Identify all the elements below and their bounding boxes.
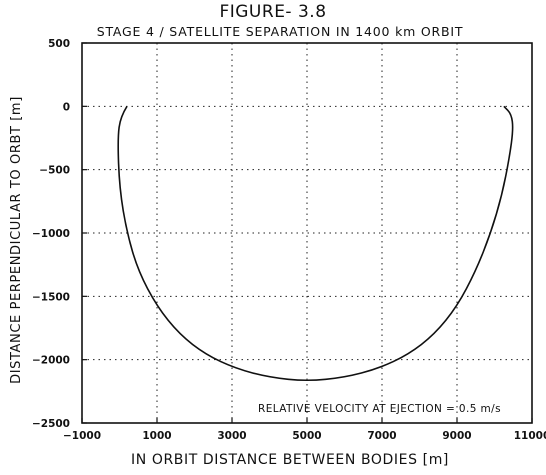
x-tick-label: 7000 bbox=[367, 430, 396, 442]
x-axis-label: IN ORBIT DISTANCE BETWEEN BODIES [m] bbox=[130, 452, 449, 468]
annotation-text: RELATIVE VELOCITY AT EJECTION = 0.5 m/s bbox=[258, 403, 501, 415]
y-tick-label: −1500 bbox=[32, 291, 70, 303]
x-tick-label: 9000 bbox=[442, 430, 471, 442]
y-tick-label: −1000 bbox=[32, 228, 70, 240]
x-tick-label: 5000 bbox=[292, 430, 321, 442]
chart-title: STAGE 4 / SATELLITE SEPARATION IN 1400 k… bbox=[96, 24, 464, 39]
y-tick-label: −2500 bbox=[32, 418, 70, 430]
y-tick-label: 0 bbox=[63, 101, 70, 113]
x-tick-label: 3000 bbox=[217, 430, 246, 442]
x-tick-label: 11000 bbox=[514, 430, 546, 442]
figure-label: FIGURE- 3.8 bbox=[219, 2, 327, 22]
y-tick-label: −500 bbox=[39, 165, 70, 177]
x-tick-label: −1000 bbox=[63, 430, 101, 442]
trajectory-line bbox=[117, 105, 514, 382]
x-tick-label: 1000 bbox=[142, 430, 171, 442]
y-tick-label: −2000 bbox=[32, 355, 70, 367]
y-axis-label: DISTANCE PERPENDICULAR TO ORBT [m] bbox=[9, 96, 24, 384]
y-tick-label: 500 bbox=[48, 38, 70, 50]
